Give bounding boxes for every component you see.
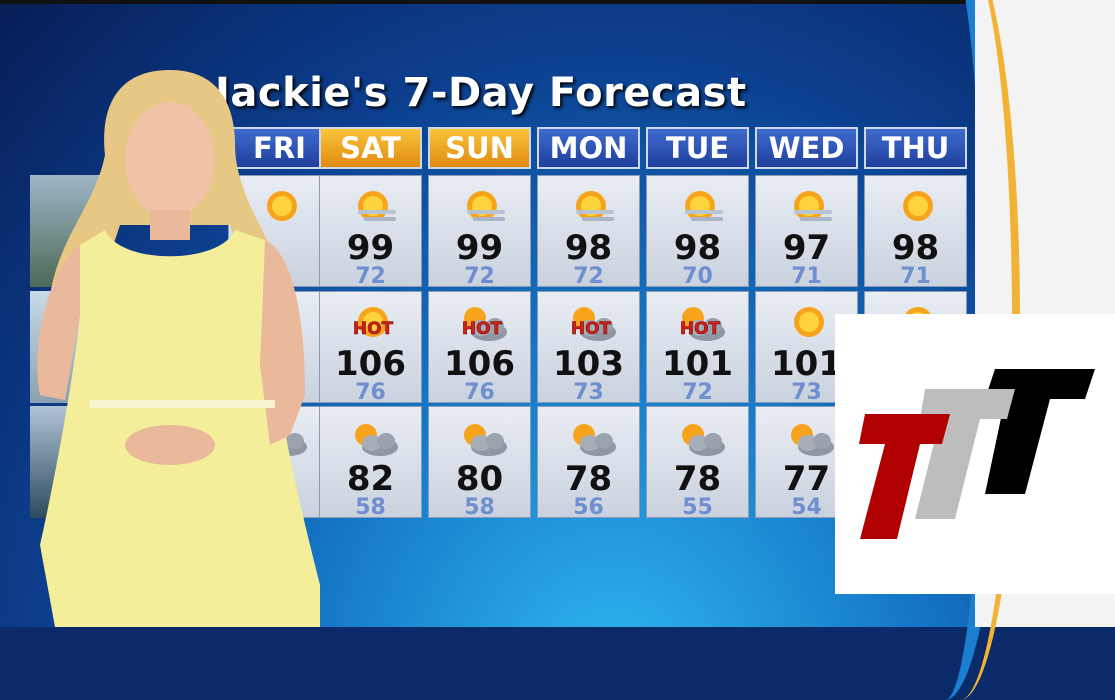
low-temp: 70 <box>682 264 713 289</box>
partly-cloudy-icon <box>784 417 834 461</box>
low-temp: 73 <box>791 380 822 405</box>
high-temp: 99 <box>455 228 504 268</box>
channel-logo <box>835 314 1115 594</box>
high-temp: 82 <box>346 459 395 499</box>
low-temp: 72 <box>682 380 713 405</box>
high-temp: 103 <box>553 344 624 384</box>
forecast-cell: 99 72 <box>319 175 422 289</box>
hot-icon: HOT <box>348 302 398 346</box>
low-temp: 76 <box>355 380 386 405</box>
low-temp: 54 <box>791 495 822 520</box>
forecast-title: Jackie's 7-Day Forecast <box>215 70 747 116</box>
meteorologist <box>37 70 320 627</box>
forecast-cell: HOT 106 76 <box>319 291 422 405</box>
partly-cloudy-icon <box>348 417 398 461</box>
high-temp: 101 <box>771 344 842 384</box>
low-temp: 58 <box>464 495 495 520</box>
high-temp: 78 <box>673 459 722 499</box>
high-temp: 98 <box>673 228 722 268</box>
hot-badge: HOT <box>462 319 503 339</box>
forecast-cell: 78 56 <box>537 406 640 520</box>
sun-icon <box>784 302 834 346</box>
hot-badge: HOT <box>353 319 394 339</box>
high-temp: 77 <box>782 459 831 499</box>
high-temp: 97 <box>782 228 831 268</box>
low-temp: 71 <box>791 264 822 289</box>
sun-icon <box>257 186 307 230</box>
day-header-sat: SAT <box>319 127 422 169</box>
low-temp: 72 <box>573 264 604 289</box>
sun-haze-icon <box>784 186 834 230</box>
forecast-cell: HOT 103 73 <box>537 291 640 405</box>
low-temp: 72 <box>355 264 386 289</box>
sun-icon <box>893 186 943 230</box>
day-header-thu: THU <box>864 127 967 169</box>
high-temp: 98 <box>891 228 940 268</box>
day-header-wed: WED <box>755 127 858 169</box>
high-temp: 106 <box>444 344 515 384</box>
high-temp: 101 <box>662 344 733 384</box>
partly-cloudy-icon <box>566 417 616 461</box>
low-temp: 71 <box>900 264 931 289</box>
low-temp: 55 <box>682 495 713 520</box>
low-temp: 72 <box>464 264 495 289</box>
day-header-tue: TUE <box>646 127 749 169</box>
day-header-sun: SUN <box>428 127 531 169</box>
forecast-cell: 78 55 <box>646 406 749 520</box>
forecast-cell: 98 72 <box>537 175 640 289</box>
forecast-cell: 82 58 <box>319 406 422 520</box>
forecast-cell: 98 70 <box>646 175 749 289</box>
high-temp: 78 <box>564 459 613 499</box>
sun-haze-icon <box>457 186 507 230</box>
forecast-cell: 97 71 <box>755 175 858 289</box>
low-temp: 73 <box>573 380 604 405</box>
forecast-cell: 80 58 <box>428 406 531 520</box>
high-temp: 80 <box>455 459 504 499</box>
partly-cloudy-icon <box>457 417 507 461</box>
hot-cloud-icon: HOT <box>675 302 725 346</box>
top-bar <box>0 0 1115 4</box>
hot-badge: HOT <box>571 319 612 339</box>
forecast-cell: 99 72 <box>428 175 531 289</box>
sun-haze-icon <box>348 186 398 230</box>
partly-cloudy-icon <box>675 417 725 461</box>
hot-badge: HOT <box>680 319 721 339</box>
forecast-cell: 98 71 <box>864 175 967 289</box>
hot-cloud-icon: HOT <box>457 302 507 346</box>
high-temp: 99 <box>346 228 395 268</box>
hot-cloud-icon: HOT <box>566 302 616 346</box>
logo-t-icon <box>859 369 1095 539</box>
high-temp: 106 <box>335 344 406 384</box>
low-temp: 58 <box>355 495 386 520</box>
low-temp: 56 <box>573 495 604 520</box>
sun-haze-icon <box>566 186 616 230</box>
low-temp: 76 <box>464 380 495 405</box>
forecast-cell: HOT 106 76 <box>428 291 531 405</box>
sun-haze-icon <box>675 186 725 230</box>
forecast-cell: HOT 101 72 <box>646 291 749 405</box>
day-header-mon: MON <box>537 127 640 169</box>
high-temp: 98 <box>564 228 613 268</box>
